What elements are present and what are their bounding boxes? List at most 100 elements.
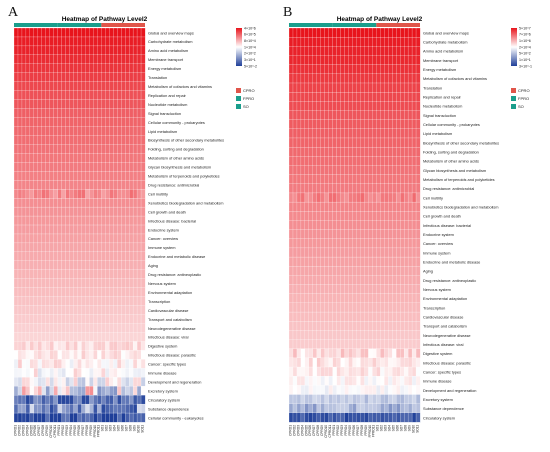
heatmap-cell xyxy=(85,233,90,244)
heatmap-cell xyxy=(105,269,110,280)
heatmap-cell xyxy=(37,198,43,208)
heatmap-cell xyxy=(308,82,314,93)
heatmap-cell xyxy=(403,394,409,405)
heatmap-cell xyxy=(320,110,326,121)
heatmap-cell xyxy=(29,278,35,289)
heatmap-cell xyxy=(81,260,86,271)
heatmap-cell xyxy=(105,81,110,92)
heatmap-cell xyxy=(328,321,334,331)
heatmap-cell xyxy=(29,126,35,136)
heatmap-cell xyxy=(41,108,47,118)
heatmap-cell xyxy=(89,171,94,181)
heatmap-cell xyxy=(89,108,94,118)
heatmap-cell xyxy=(33,287,39,298)
heatmap-cell xyxy=(37,251,43,262)
heatmap-cell xyxy=(324,220,330,231)
heatmap-cell xyxy=(384,302,389,313)
heatmap-cell xyxy=(384,275,389,285)
heatmap-cell xyxy=(105,215,110,226)
heatmap-cell xyxy=(17,269,23,280)
heatmap-cell xyxy=(316,146,322,157)
heatmap-cell xyxy=(320,348,326,359)
column-label: FPRO6 xyxy=(77,425,81,436)
heatmap-cell xyxy=(407,284,413,295)
heatmap-cell xyxy=(332,37,338,47)
heatmap-cell xyxy=(364,348,369,359)
heatmap-cell xyxy=(97,395,102,405)
heatmap-cell xyxy=(364,311,369,322)
heatmap-cell xyxy=(296,82,302,93)
heatmap-cell xyxy=(77,242,82,253)
heatmap-cell xyxy=(97,117,102,127)
heatmap-cell xyxy=(136,287,142,298)
heatmap-cell xyxy=(340,256,346,267)
heatmap-cell xyxy=(132,305,138,315)
heatmap-cell xyxy=(388,385,393,395)
heatmap-cell xyxy=(320,165,326,176)
heatmap-cell xyxy=(37,162,43,172)
heatmap-cell xyxy=(25,251,31,262)
heatmap-cell xyxy=(113,386,118,396)
heatmap-cell xyxy=(140,108,146,118)
heatmap-cell xyxy=(372,64,377,75)
heatmap-cell xyxy=(29,377,35,387)
heatmap-cell xyxy=(324,64,330,75)
heatmap-cell xyxy=(316,293,322,304)
heatmap-cell xyxy=(312,366,318,377)
heatmap-cell xyxy=(49,81,55,92)
heatmap-cell xyxy=(61,296,67,307)
heatmap-cell xyxy=(77,341,82,351)
heatmap-cell xyxy=(324,46,330,56)
heatmap-cell xyxy=(140,412,146,423)
heatmap-cell xyxy=(304,385,310,395)
group-bar-CPRO xyxy=(14,23,58,27)
heatmap-cell xyxy=(125,27,130,38)
heatmap-cell xyxy=(101,368,106,378)
heatmap-cell xyxy=(388,73,393,84)
heatmap-cell xyxy=(356,238,361,249)
heatmap-cell xyxy=(125,126,130,136)
heatmap-cell xyxy=(340,27,346,38)
color-scale-label: 1×10^6 xyxy=(519,39,531,43)
heatmap-cell xyxy=(372,37,377,47)
heatmap-cell xyxy=(53,377,59,387)
column-label: SO3 xyxy=(384,425,388,432)
heatmap-cell xyxy=(352,55,357,66)
heatmap-cell xyxy=(136,395,142,405)
heatmap-cell xyxy=(81,332,86,342)
heatmap-cell xyxy=(65,386,71,396)
heatmap-cell xyxy=(33,99,39,110)
heatmap-cell xyxy=(33,180,39,190)
heatmap-cell xyxy=(364,394,369,405)
heatmap-cell xyxy=(140,153,146,163)
heatmap-cell xyxy=(77,180,82,190)
heatmap-cell xyxy=(348,238,353,249)
heatmap-cell xyxy=(109,332,114,342)
heatmap-cell xyxy=(292,55,298,66)
heatmap-cell xyxy=(136,233,142,244)
column-label: CPRO1 xyxy=(13,425,17,436)
heatmap-cell xyxy=(17,260,23,271)
heatmap-cell xyxy=(415,119,421,130)
row-label: Digestive system xyxy=(423,351,452,356)
heatmap-cell xyxy=(13,395,19,405)
heatmap-cell xyxy=(117,395,122,405)
row-label: Signal transduction xyxy=(423,113,456,118)
heatmap-cell xyxy=(380,128,385,139)
heatmap-cell xyxy=(300,284,306,295)
row-label: Energy metabolism xyxy=(423,67,456,72)
heatmap-cell xyxy=(53,144,59,154)
heatmap-cell xyxy=(288,321,294,331)
heatmap-cell xyxy=(308,201,314,212)
heatmap-cell xyxy=(396,82,401,93)
heatmap-cell xyxy=(29,215,35,226)
heatmap-cell xyxy=(77,36,82,47)
heatmap-cell xyxy=(77,377,82,387)
heatmap-cell xyxy=(304,46,310,56)
heatmap-cell xyxy=(49,287,55,298)
heatmap-cell xyxy=(380,192,385,203)
heatmap-cell xyxy=(376,101,381,111)
heatmap-cell xyxy=(360,64,365,75)
heatmap-cell xyxy=(33,233,39,244)
row-label: Nucleotide metabolism xyxy=(148,102,187,107)
